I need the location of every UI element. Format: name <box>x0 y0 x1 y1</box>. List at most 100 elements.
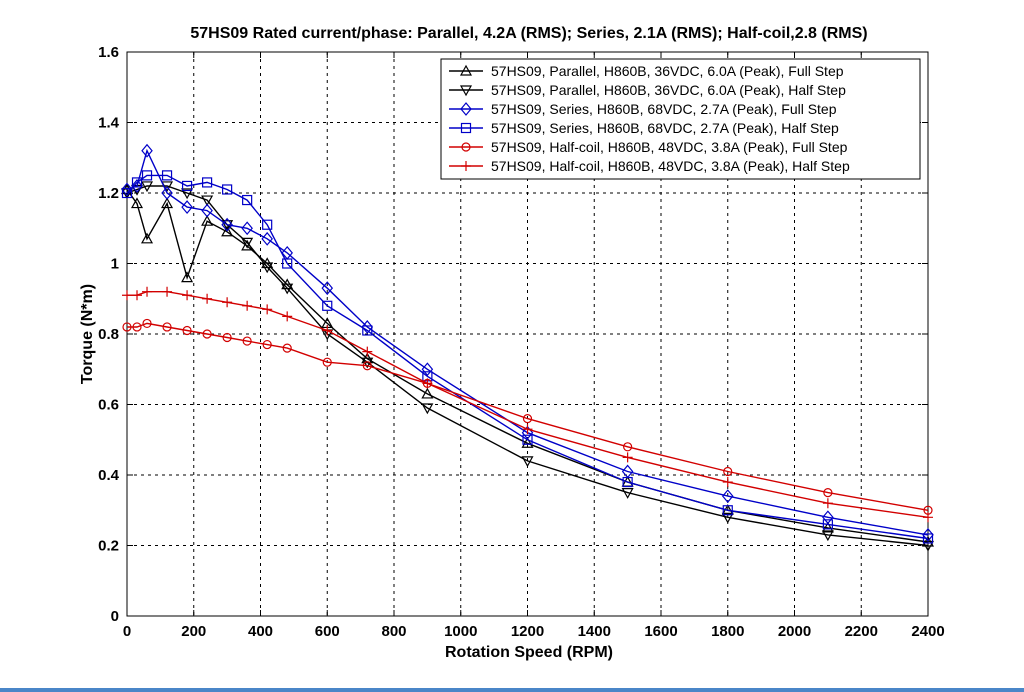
series-line <box>126 174 929 540</box>
legend-label: 57HS09, Parallel, H860B, 36VDC, 6.0A (Pe… <box>491 63 844 79</box>
data-point <box>522 414 533 424</box>
legend-item: 57HS09, Half-coil, H860B, 48VDC, 3.8A (P… <box>449 158 850 174</box>
data-point <box>202 293 213 304</box>
legend-item: 57HS09, Series, H860B, 68VDC, 2.7A (Peak… <box>449 101 837 117</box>
data-point <box>132 322 142 332</box>
data-point <box>162 286 173 297</box>
data-point <box>460 102 472 116</box>
data-point <box>202 329 212 339</box>
data-point <box>161 186 173 200</box>
data-point <box>522 434 533 445</box>
legend-box <box>440 58 921 180</box>
data-point <box>362 346 373 357</box>
data-point <box>162 322 172 332</box>
data-point <box>262 219 273 230</box>
data-point <box>131 177 143 188</box>
data-point <box>241 237 254 249</box>
legend-item: 57HS09, Half-coil, H860B, 48VDC, 3.8A (P… <box>449 139 848 155</box>
data-point <box>460 122 472 134</box>
data-point <box>322 300 333 311</box>
data-point <box>722 505 733 516</box>
x-axis-label: Rotation Speed (RPM) <box>445 644 613 661</box>
data-point <box>182 325 192 336</box>
data-point <box>182 290 193 301</box>
x-tick-label: 200 <box>181 623 206 640</box>
data-point <box>722 477 733 488</box>
data-point <box>121 187 133 199</box>
data-point <box>823 488 833 498</box>
data-point <box>142 286 153 297</box>
series-line <box>127 322 929 511</box>
data-point <box>262 304 273 315</box>
data-point <box>241 221 253 236</box>
data-point <box>201 195 214 207</box>
data-point <box>723 466 733 477</box>
x-tick-label: 400 <box>248 623 273 640</box>
y-axis-label: Torque (N*m) <box>79 284 96 384</box>
data-point <box>222 297 233 308</box>
legend-label: 57HS09, Series, H860B, 68VDC, 2.7A (Peak… <box>491 120 839 136</box>
data-point <box>121 182 133 197</box>
legend: 57HS09, Parallel, H860B, 36VDC, 6.0A (Pe… <box>440 58 921 180</box>
y-tick-label: 1.4 <box>98 115 120 132</box>
data-point <box>281 283 294 295</box>
series-5 <box>122 318 933 515</box>
x-tick-label: 1600 <box>644 623 677 640</box>
data-point <box>222 184 233 195</box>
y-tick-label: 0.8 <box>98 326 119 343</box>
data-point <box>421 387 434 399</box>
x-tick-label: 1200 <box>511 623 544 640</box>
bottom-border <box>0 688 1024 692</box>
data-point <box>821 530 834 542</box>
series-6 <box>122 286 933 523</box>
data-point <box>282 343 292 353</box>
data-point <box>623 442 633 452</box>
data-point <box>221 217 233 232</box>
legend-item: 57HS09, Parallel, H860B, 36VDC, 6.0A (Pe… <box>449 82 846 98</box>
data-point <box>202 177 213 188</box>
data-point <box>261 231 273 246</box>
legend-label: 57HS09, Half-coil, H860B, 48VDC, 3.8A (P… <box>491 158 850 174</box>
data-point <box>242 300 253 311</box>
x-tick-label: 600 <box>315 623 340 640</box>
data-point <box>459 85 473 97</box>
data-point <box>132 290 143 301</box>
data-point <box>181 271 194 283</box>
data-point <box>521 437 534 448</box>
data-point <box>161 170 173 181</box>
data-point <box>361 320 374 334</box>
axes: 0 200 400 600 800 1000 1200 1400 1600 1800 2000 220… <box>98 44 945 640</box>
data-point <box>222 332 232 343</box>
data-point <box>181 180 193 192</box>
x-tick-label: 0 <box>123 623 131 640</box>
x-tick-label: 2400 <box>911 623 944 640</box>
y-tick-label: 0.4 <box>98 467 120 484</box>
data-point <box>141 181 154 193</box>
legend-label: 57HS09, Half-coil, H860B, 48VDC, 3.8A (P… <box>491 139 848 155</box>
data-point <box>421 403 434 415</box>
legend-label: 57HS09, Series, H860B, 68VDC, 2.7A (Peak… <box>491 101 837 117</box>
data-point <box>622 452 633 463</box>
y-tick-label: 1 <box>111 256 119 273</box>
data-point <box>122 290 132 301</box>
data-point <box>461 161 471 171</box>
data-point <box>822 498 833 509</box>
data-point <box>622 476 633 488</box>
data-point <box>321 281 334 296</box>
x-tick-label: 1800 <box>711 623 744 640</box>
chart-title: 57HS09 Rated current/phase: Parallel, 4.… <box>190 25 867 42</box>
x-tick-label: 1000 <box>444 623 477 640</box>
data-point <box>459 64 473 76</box>
data-point <box>461 142 471 152</box>
data-point <box>421 362 434 377</box>
data-point <box>201 203 213 218</box>
data-point <box>242 194 253 206</box>
x-tick-label: 2200 <box>845 623 878 640</box>
data-point <box>181 200 193 215</box>
data-point <box>422 378 433 389</box>
data-point <box>141 232 154 244</box>
data-point <box>131 179 143 193</box>
y-tick-label: 0.6 <box>98 397 119 414</box>
data-point <box>242 336 252 346</box>
